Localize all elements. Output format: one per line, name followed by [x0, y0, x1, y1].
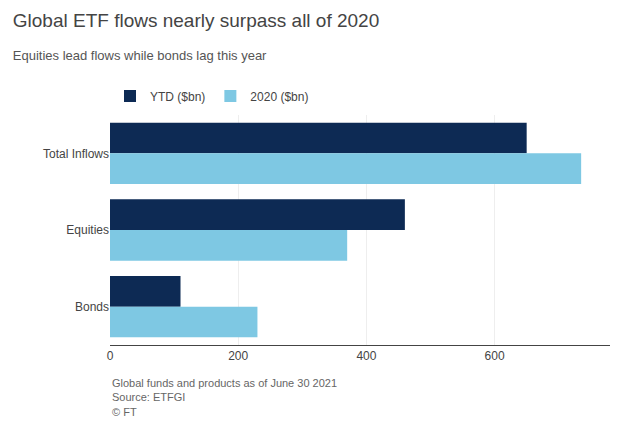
svg-text:Global funds and products as o: Global funds and products as of June 30 …: [112, 377, 337, 418]
svg-text:0: 0: [107, 349, 114, 363]
svg-text:Equities: Equities: [66, 223, 109, 237]
svg-text:400: 400: [356, 349, 376, 363]
svg-text:YTD ($bn): YTD ($bn): [150, 90, 205, 104]
svg-text:600: 600: [485, 349, 505, 363]
svg-text:2020 ($bn): 2020 ($bn): [250, 90, 308, 104]
svg-text:Equities lead flows while bond: Equities lead flows while bonds lag this…: [13, 48, 267, 63]
svg-text:200: 200: [228, 349, 248, 363]
svg-text:Global ETF flows nearly surpas: Global ETF flows nearly surpass all of 2…: [13, 10, 379, 31]
svg-text:Bonds: Bonds: [75, 300, 109, 314]
svg-text:Total Inflows: Total Inflows: [43, 147, 109, 161]
